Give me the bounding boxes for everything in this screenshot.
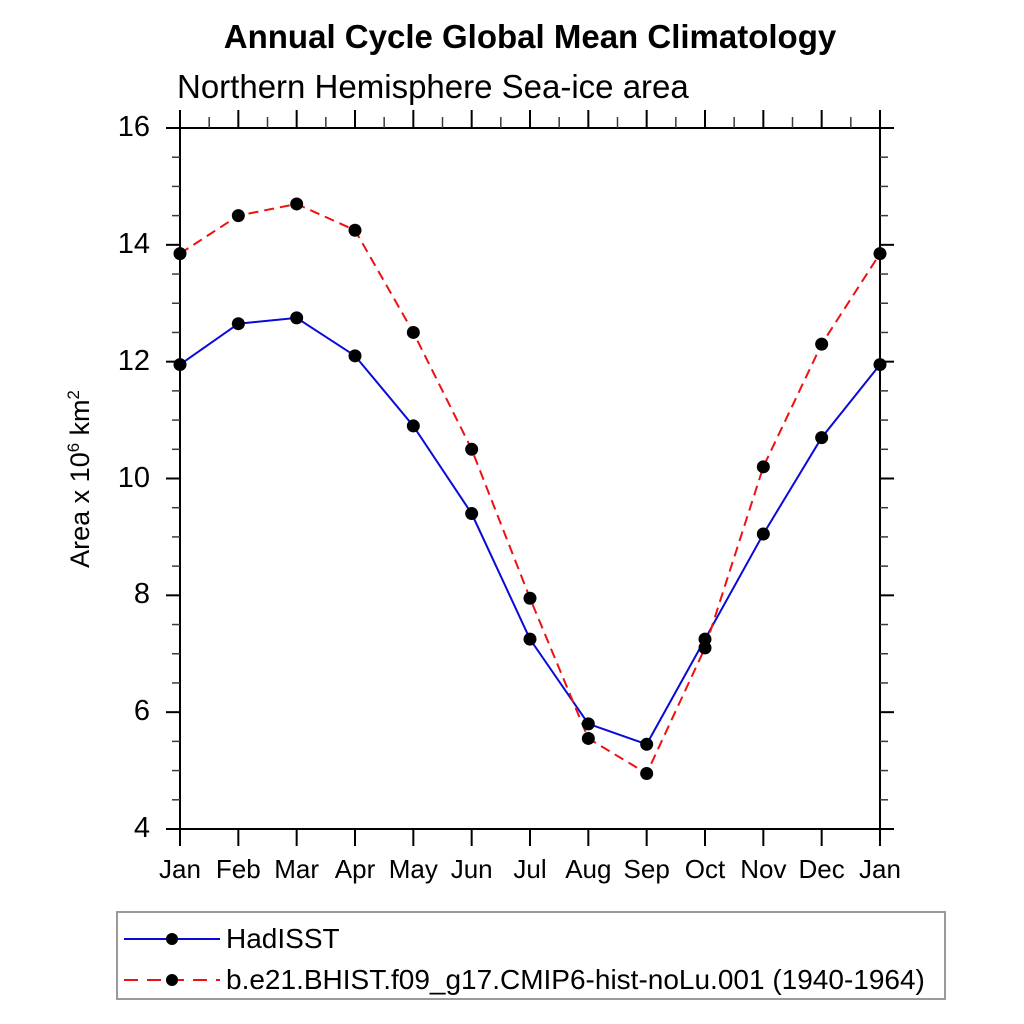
data-point-marker	[581, 731, 595, 745]
y-tick-label: 12	[117, 344, 150, 377]
x-tick-label: May	[388, 854, 438, 884]
x-tick-label: Sep	[623, 854, 670, 884]
data-point-marker	[581, 717, 595, 731]
x-tick-label: Jul	[513, 854, 547, 884]
y-tick-label: 16	[117, 111, 150, 143]
legend: HadISST b.e21.BHIST.f09_g17.CMIP6-hist-n…	[116, 911, 946, 1000]
data-point-marker	[348, 223, 362, 237]
data-point-marker	[698, 641, 712, 655]
data-point-marker	[873, 247, 887, 261]
x-tick-label: Feb	[215, 854, 261, 884]
data-point-marker	[406, 419, 420, 433]
y-tick-label: 8	[133, 578, 150, 611]
data-point-marker	[873, 358, 887, 372]
legend-line-sample-model	[124, 974, 220, 986]
data-point-marker	[290, 311, 304, 325]
y-tick-label: 14	[117, 227, 150, 260]
y-tick-label: 4	[133, 812, 150, 844]
x-tick-label: Jan	[159, 854, 201, 884]
x-tick-label: Aug	[565, 854, 612, 884]
x-tick-label: Mar	[274, 854, 320, 884]
data-point-marker	[348, 349, 362, 363]
data-point-marker	[231, 209, 245, 223]
data-point-marker	[640, 767, 654, 781]
data-point-marker	[523, 591, 537, 605]
data-point-marker	[406, 325, 420, 339]
data-point-marker	[640, 737, 654, 751]
hadisst-line	[179, 316, 881, 746]
x-tick-label: Jun	[450, 854, 493, 884]
x-tick-label: Nov	[740, 854, 787, 884]
legend-row-hadisst: HadISST	[122, 923, 340, 954]
y-tick-label: 6	[133, 695, 150, 728]
plot-frame	[179, 127, 881, 830]
data-point-marker	[290, 197, 304, 211]
data-point-marker	[231, 317, 245, 331]
legend-label-model: b.e21.BHIST.f09_g17.CMIP6-hist-noLu.001 …	[226, 964, 925, 995]
x-tick-label: Oct	[684, 854, 726, 884]
data-point-marker	[173, 358, 187, 372]
x-tick-label: Apr	[334, 854, 376, 884]
data-point-marker	[756, 527, 770, 541]
legend-row-model: b.e21.BHIST.f09_g17.CMIP6-hist-noLu.001 …	[122, 964, 925, 995]
data-point-marker	[815, 431, 829, 445]
data-point-marker	[523, 632, 537, 646]
x-tick-label: Dec	[798, 854, 845, 884]
y-tick-label: 10	[117, 461, 150, 494]
legend-line-sample-hadisst	[124, 933, 220, 945]
model-line	[179, 202, 881, 775]
data-point-marker	[173, 247, 187, 261]
legend-label-hadisst: HadISST	[226, 923, 340, 954]
x-tick-label: Jan	[859, 854, 901, 884]
chart-title: Annual Cycle Global Mean Climatology	[223, 18, 837, 55]
data-point-marker	[815, 337, 829, 351]
data-point-marker	[465, 507, 479, 521]
data-point-marker	[465, 442, 479, 456]
chart-subtitle: Northern Hemisphere Sea-ice area	[177, 68, 689, 105]
data-point-marker	[756, 460, 770, 474]
